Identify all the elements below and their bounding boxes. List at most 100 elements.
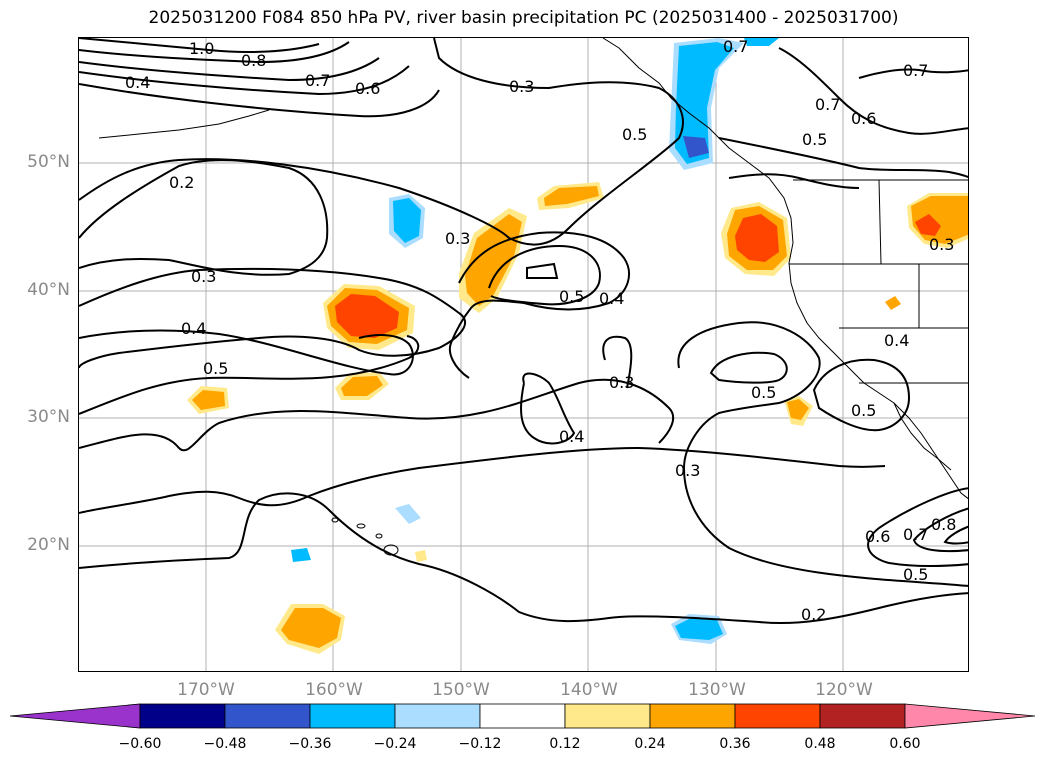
- contour-label: 0.4: [599, 289, 624, 308]
- map-panel: 1.0 0.8 0.7 0.6 0.4 0.3 0.7 0.7 0.5 0.7 …: [78, 37, 969, 672]
- colorbar-tick-label: −0.60: [118, 736, 162, 752]
- lon-label-140w: 140°W: [560, 680, 618, 700]
- aleutians: [98, 109, 270, 139]
- contour-0-4: [79, 83, 440, 118]
- state-border-2: [878, 179, 882, 265]
- contour-label: 0.5: [622, 125, 647, 144]
- contour-label: 0.7: [815, 95, 840, 114]
- colorbar-extend-high: [904, 703, 1036, 729]
- contour-label: 0.4: [884, 331, 909, 350]
- contour-0-6-east: [867, 487, 968, 568]
- contour-label: 0.5: [903, 565, 928, 584]
- north-american-coast: [602, 38, 968, 500]
- contour-0-5-center: [488, 244, 601, 306]
- contour-1-0: [79, 38, 320, 53]
- contour-label: 0.2: [169, 173, 194, 192]
- contour-0-3-south: [79, 446, 886, 514]
- shade-red-idaho: [915, 214, 941, 236]
- contour-label: 0.7: [903, 525, 928, 544]
- colorbar-segment: [734, 703, 821, 729]
- colorbar-segment: [564, 703, 651, 729]
- colorbar-tick-label: 0.12: [549, 736, 581, 752]
- lon-label-170w: 170°W: [177, 680, 235, 700]
- colorbar-segment: [224, 703, 311, 729]
- shade-orange-hawaii: [415, 550, 427, 562]
- contour-label: 0.6: [865, 527, 890, 546]
- contour-0-3-east: [677, 321, 968, 587]
- precip-shading: [187, 38, 968, 654]
- lon-label-150w: 150°W: [432, 680, 490, 700]
- contour-label: 0.3: [509, 77, 534, 96]
- lon-label-130w: 130°W: [688, 680, 746, 700]
- contour-0-4-center: [449, 231, 630, 379]
- contour-label: 0.5: [751, 383, 776, 402]
- shade-blue-hawaii: [395, 504, 421, 524]
- contour-0-3-mid: [79, 267, 467, 369]
- map-title: 2025031200 F084 850 hPa PV, river basin …: [148, 8, 899, 28]
- contour-0-6: [79, 65, 410, 96]
- contour-0-4-small: [520, 372, 576, 445]
- colorbar-extend-low: [10, 703, 141, 729]
- contour-label: 0.7: [903, 61, 928, 80]
- shade-blue-45n-core: [393, 198, 421, 243]
- shade-orange-121w: [787, 399, 809, 420]
- contour-0-5-ne2: [728, 173, 860, 189]
- contour-0-5-east: [709, 351, 788, 384]
- contour-0-5-ne: [718, 137, 968, 179]
- coastlines: [98, 38, 968, 500]
- shade-orange-tiny: [885, 296, 901, 310]
- shade-red-158w: [335, 294, 399, 338]
- shade-orange-170w: [192, 390, 225, 410]
- shade-orange-33n: [341, 376, 383, 396]
- contour-label: 0.3: [675, 461, 700, 480]
- contour-label: 0.8: [931, 515, 956, 534]
- contour-0-7-west: [79, 57, 380, 82]
- contour-labels: 1.0 0.8 0.7 0.6 0.4 0.3 0.7 0.7 0.5 0.7 …: [125, 38, 956, 624]
- colorbar-segment: [309, 703, 396, 729]
- contour-label: 0.3: [609, 373, 634, 392]
- contour-label: 1.0: [189, 39, 214, 58]
- contour-0-2-west: [79, 159, 329, 276]
- baja-peninsula: [893, 402, 952, 471]
- contour-0-4-mid: [79, 329, 414, 376]
- shade-blue-south: [675, 618, 723, 640]
- shade-orange-south: [281, 608, 341, 648]
- contour-0-8: [79, 41, 350, 64]
- lat-label-40n: 40°N: [27, 280, 70, 300]
- contour-0-7-east: [912, 507, 968, 553]
- hawaiian-islands: [331, 517, 399, 556]
- shade-top-blue: [744, 38, 779, 46]
- contour-label: 0.5: [802, 130, 827, 149]
- contour-0-3-small: [602, 335, 633, 389]
- contour-label: 0.6: [355, 79, 380, 98]
- contour-label: 0.5: [851, 401, 876, 420]
- shade-panhandle-neg-dark: [683, 136, 709, 158]
- lat-label-20n: 20°N: [27, 535, 70, 555]
- contour-label: 0.7: [723, 38, 748, 56]
- shade-orange-north: [544, 186, 599, 206]
- contour-0-7-ne: [778, 47, 968, 135]
- contour-0-3-north: [79, 38, 684, 246]
- contour-label: 0.8: [241, 51, 266, 70]
- contour-label: 0.4: [181, 319, 206, 338]
- colorbar: [10, 703, 1036, 729]
- colorbar-segment: [479, 703, 566, 729]
- contour-label: 0.3: [929, 235, 954, 254]
- contour-0-3-center: [526, 262, 559, 279]
- lon-label-160w: 160°W: [305, 680, 363, 700]
- contour-0-4-south: [79, 378, 675, 452]
- graticule: [79, 38, 968, 671]
- map-canvas: 1.0 0.8 0.7 0.6 0.4 0.3 0.7 0.7 0.5 0.7 …: [79, 38, 968, 671]
- colorbar-segment: [394, 703, 481, 729]
- colorbar-segment: [649, 703, 736, 729]
- colorbar-tick-label: 0.48: [804, 736, 836, 752]
- colorbar-tick-label: −0.12: [458, 736, 502, 752]
- colorbar-tick-label: 0.36: [719, 736, 751, 752]
- shade-blue-hawaii-2: [291, 548, 311, 562]
- colorbar-segment: [139, 703, 226, 729]
- colorbar-tick-label: −0.36: [288, 736, 332, 752]
- pv-contours: [79, 38, 968, 625]
- contour-0-8-east: [943, 525, 968, 545]
- contour-label: 0.3: [445, 229, 470, 248]
- state-border-3: [918, 264, 968, 329]
